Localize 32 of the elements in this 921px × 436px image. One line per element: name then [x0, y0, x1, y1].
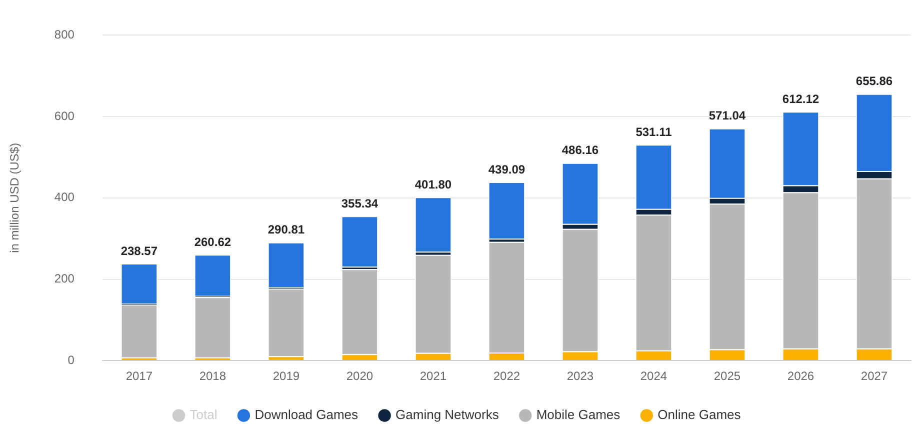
legend-label: Download Games	[254, 407, 359, 422]
y-tick-label: 400	[54, 190, 75, 204]
legend-label: Mobile Games	[536, 407, 621, 422]
x-tick-label: 2025	[714, 369, 741, 384]
x-tick-label: 2017	[126, 369, 153, 384]
total-label: 401.80	[414, 177, 452, 192]
total-label: 355.34	[341, 196, 378, 210]
x-tick-label: 2018	[199, 369, 226, 384]
x-tick-label: 2019	[272, 369, 300, 384]
x-tick-label: 2027	[860, 369, 888, 384]
x-tick-label: 2026	[787, 369, 814, 384]
x-tick-label: 2020	[346, 369, 374, 384]
total-label: 571.04	[708, 108, 746, 123]
y-tick-label: 800	[54, 28, 75, 42]
total-label: 655.86	[856, 74, 893, 88]
y-tick-label: 200	[54, 272, 75, 286]
total-label: 290.81	[268, 222, 305, 237]
y-axis-title: in million USD (US$)	[8, 142, 22, 253]
total-label: 260.62	[194, 234, 232, 249]
total-label: 486.16	[562, 143, 599, 158]
x-tick-label: 2022	[493, 369, 520, 384]
total-label: 238.57	[120, 244, 158, 258]
y-tick-label: 600	[54, 108, 75, 123]
legend-label: Online Games	[658, 407, 742, 422]
total-label: 612.12	[782, 92, 820, 106]
total-label: 439.09	[488, 162, 526, 176]
x-tick-label: 2024	[640, 369, 668, 384]
x-tick-label: 2021	[420, 369, 447, 384]
x-tick-label: 2023	[566, 369, 594, 384]
legend-label: Gaming Networks	[396, 407, 500, 422]
total-label: 531.11	[636, 124, 672, 139]
y-tick-label: 0	[68, 352, 75, 367]
